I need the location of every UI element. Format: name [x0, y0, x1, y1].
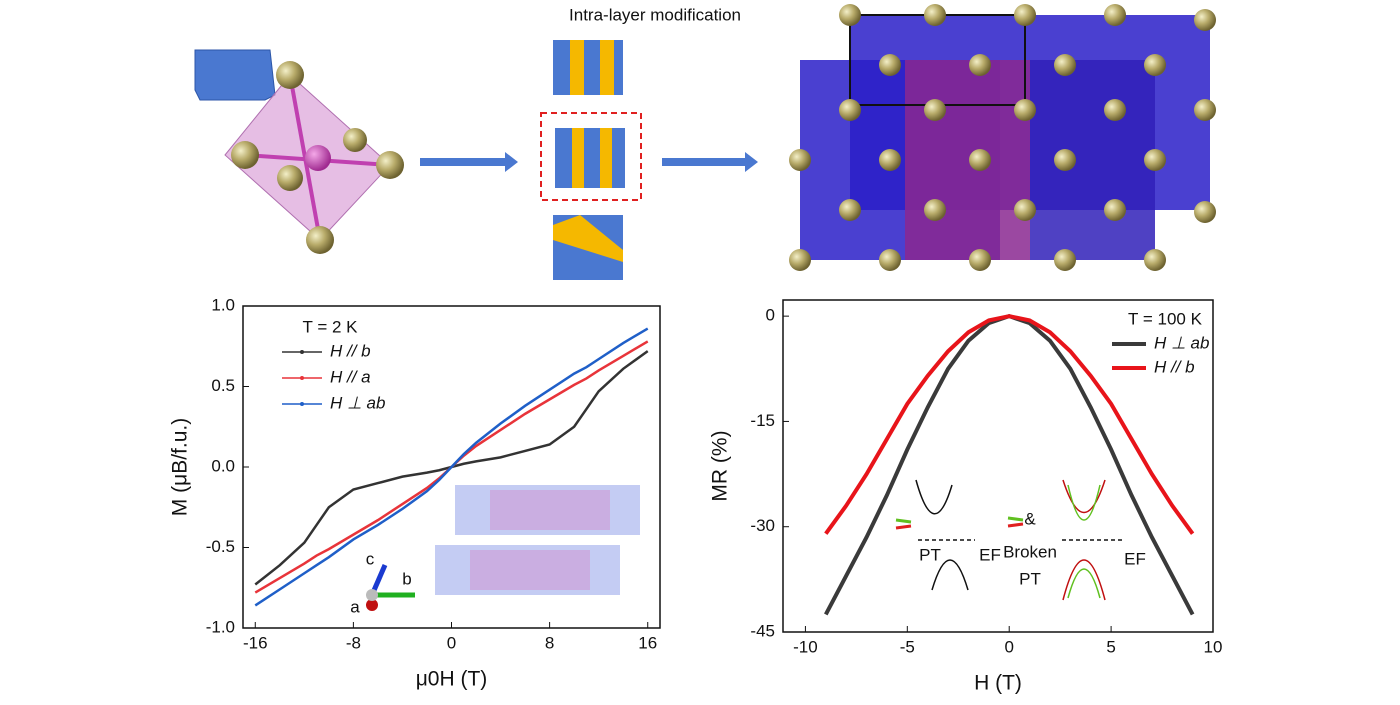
annotation: c: [366, 549, 375, 568]
x-tick-label: 16: [638, 633, 657, 652]
legend-label: H // b: [330, 341, 371, 360]
x-tick-label: 10: [1204, 637, 1223, 656]
annotation: T = 100 K: [1128, 309, 1203, 328]
x-tick-label: -5: [900, 637, 915, 656]
annotation: a: [350, 597, 360, 616]
annotation: b: [402, 569, 411, 588]
title: Intra-layer modification: [569, 5, 741, 24]
plot-frame: [782, 299, 1214, 633]
legend-label: H // b: [1154, 357, 1195, 376]
y-axis-label: M (μB/f.u.): [169, 418, 192, 516]
annotation: PT: [1019, 569, 1041, 588]
y-tick-label: -45: [750, 621, 775, 640]
y-tick-label: -0.5: [206, 537, 235, 556]
legend-marker: [300, 350, 304, 354]
axes-triad: [366, 564, 415, 611]
x-tick-label: 0: [447, 633, 456, 652]
series-line: [824, 314, 1195, 616]
y-tick-label: -1.0: [206, 617, 235, 636]
x-tick-label: 5: [1106, 637, 1115, 656]
y-tick-label: -30: [750, 516, 775, 535]
y-tick-label: 0.0: [211, 456, 235, 475]
series-line: [824, 314, 1195, 535]
annotation: Broken: [1003, 542, 1057, 561]
legend-marker: [300, 376, 304, 380]
inset-structure: [435, 485, 640, 595]
y-tick-label: -15: [750, 411, 775, 430]
octahedron: [224, 61, 404, 254]
annotation: &: [1024, 509, 1036, 528]
annotation: EF: [1124, 549, 1146, 568]
x-tick-label: 8: [545, 633, 554, 652]
x-tick-label: -16: [243, 633, 268, 652]
annotation: EF: [979, 545, 1001, 564]
hex-patterns: [540, 40, 642, 280]
legend-label: H ⊥ ab: [1154, 333, 1209, 352]
x-tick-label: 0: [1004, 637, 1013, 656]
crystal: [789, 4, 1216, 271]
series-line: [254, 327, 649, 607]
hex-layer: [194, 49, 276, 101]
annotation: T = 2 K: [303, 317, 359, 336]
legend-label: H ⊥ ab: [330, 393, 385, 412]
legend-label: H // a: [330, 367, 371, 386]
y-tick-label: 0.5: [211, 376, 235, 395]
x-tick-label: -8: [346, 633, 361, 652]
y-axis-label: MR (%): [709, 430, 732, 501]
x-axis-label: μ0H (T): [416, 668, 488, 691]
annotation: PT: [919, 545, 941, 564]
y-tick-label: 1.0: [211, 295, 235, 314]
legend-marker: [300, 402, 304, 406]
illustrations: Intra-layer modification: [194, 4, 1216, 611]
arrows: [420, 152, 758, 172]
x-tick-label: -10: [793, 637, 818, 656]
band-insets: [895, 479, 1122, 601]
x-axis-label: H (T): [974, 672, 1022, 695]
y-tick-label: 0: [766, 306, 775, 325]
